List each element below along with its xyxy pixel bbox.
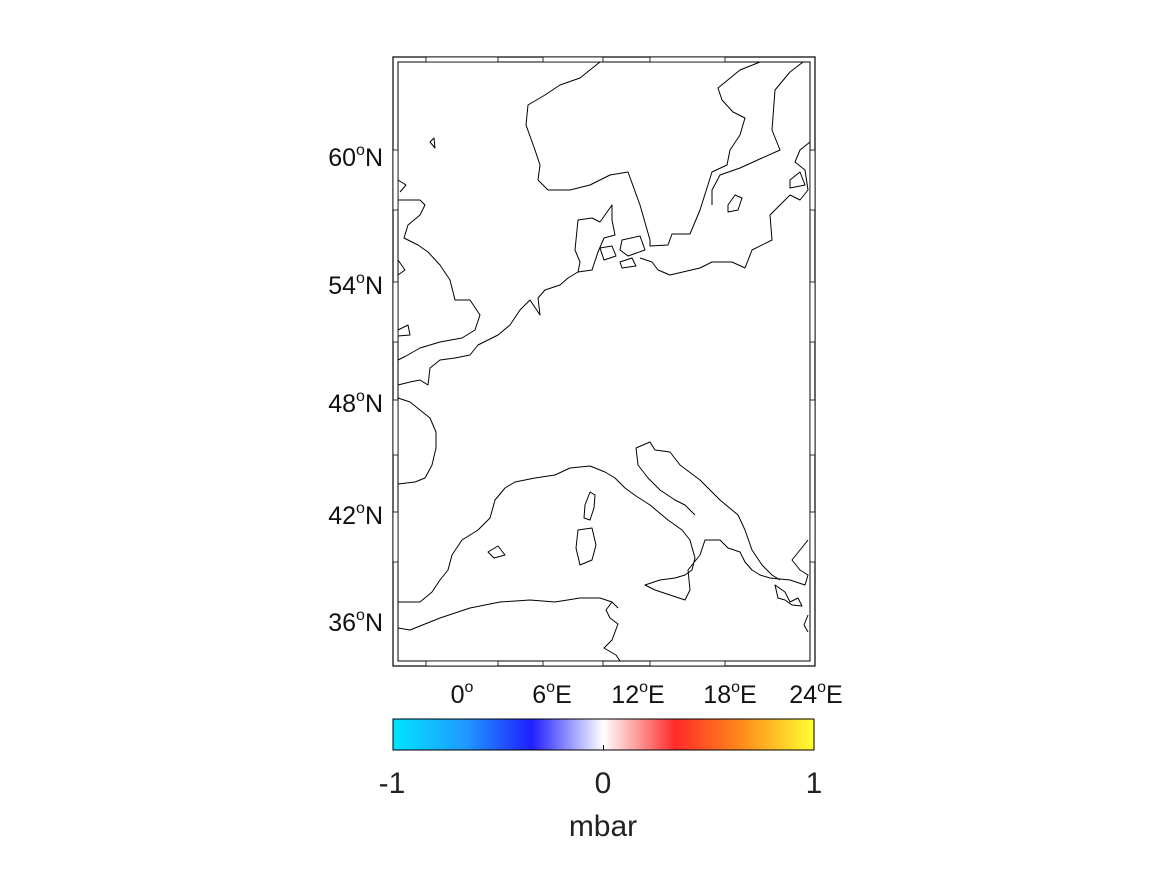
lat-label-54: 54oN [328, 270, 383, 300]
lon-label-6: 6oE [532, 679, 572, 709]
lon-label-24: 24oE [789, 679, 842, 709]
lon-label-12: 12oE [611, 679, 664, 709]
colorbar-max-label: 1 [806, 767, 823, 800]
latitude-labels: 60oN 54oN 48oN 42oN 36oN [328, 142, 383, 637]
lat-label-36: 36oN [328, 607, 383, 637]
longitude-labels: 0o 6oE 12oE 18oE 24oE [451, 679, 843, 709]
colorbar: -1 0 1 mbar [379, 718, 823, 843]
lat-label-42: 42oN [328, 500, 383, 530]
coastlines [397, 61, 811, 662]
lon-label-0: 0o [451, 679, 474, 709]
lat-label-48: 48oN [328, 388, 383, 418]
colorbar-gradient [392, 718, 815, 751]
lat-label-60: 60oN [328, 142, 383, 172]
colorbar-min-label: -1 [379, 767, 406, 800]
map-frame [392, 56, 816, 667]
colorbar-mid-label: 0 [595, 767, 612, 800]
colorbar-unit-label: mbar [569, 810, 637, 843]
lon-label-18: 18oE [703, 679, 756, 709]
